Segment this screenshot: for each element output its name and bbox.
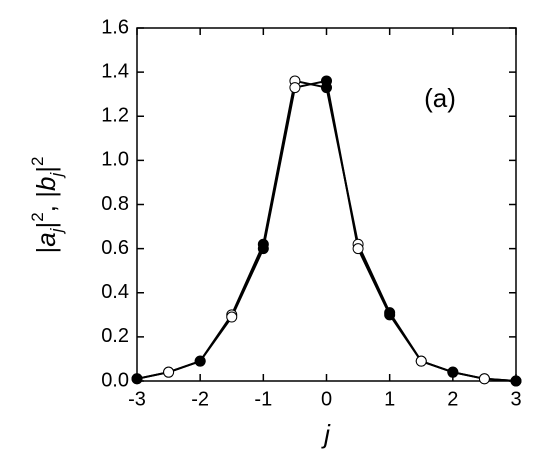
x-tick-label: 2 [447,388,458,410]
data-point [384,309,396,321]
x-tick-label: -2 [191,388,209,410]
data-point [289,82,301,94]
y-tick-label: 0.6 [101,237,129,259]
y-label-part: b [31,177,61,191]
y-tick-label: 1.0 [101,149,129,171]
data-point [194,355,206,367]
x-tick-label: -1 [254,388,272,410]
x-tick-label: 3 [510,388,521,410]
data-point [447,366,459,378]
data-point [226,311,238,323]
data-point [478,373,490,385]
y-label-part: | [31,166,61,173]
annotation: (a) [424,83,456,113]
data-point [257,243,269,255]
y-label-part: | [31,222,61,229]
data-point [321,75,332,87]
data-point [510,375,522,387]
y-label-part: | [31,247,61,254]
y-label-part: , | [31,191,61,212]
data-point [415,355,427,367]
y-axis-label: |aj|2, |bj|2 [28,157,66,254]
data-point [163,366,175,378]
y-tick-label: 1.2 [101,105,129,127]
data-point [352,243,364,255]
y-tick-label: 0.4 [101,281,129,303]
y-tick-label: 0.0 [101,369,129,391]
x-tick-label: -3 [128,388,146,410]
y-tick-label: 0.8 [101,193,129,215]
x-tick-label: 0 [321,388,332,410]
y-label-part: 2 [28,212,47,221]
y-label-part: j [47,227,66,234]
y-tick-label: 1.4 [101,60,129,82]
y-tick-label: 1.6 [101,16,129,38]
series-line [136,79,517,382]
x-tick-label: 1 [384,388,395,410]
x-axis-label: j [321,419,331,449]
y-label-part: 2 [28,157,47,166]
series-line [136,79,517,382]
data-point [131,373,143,385]
y-label-part: j [47,172,66,179]
y-label-part: a [31,232,61,246]
y-tick-label: 0.2 [101,325,129,347]
